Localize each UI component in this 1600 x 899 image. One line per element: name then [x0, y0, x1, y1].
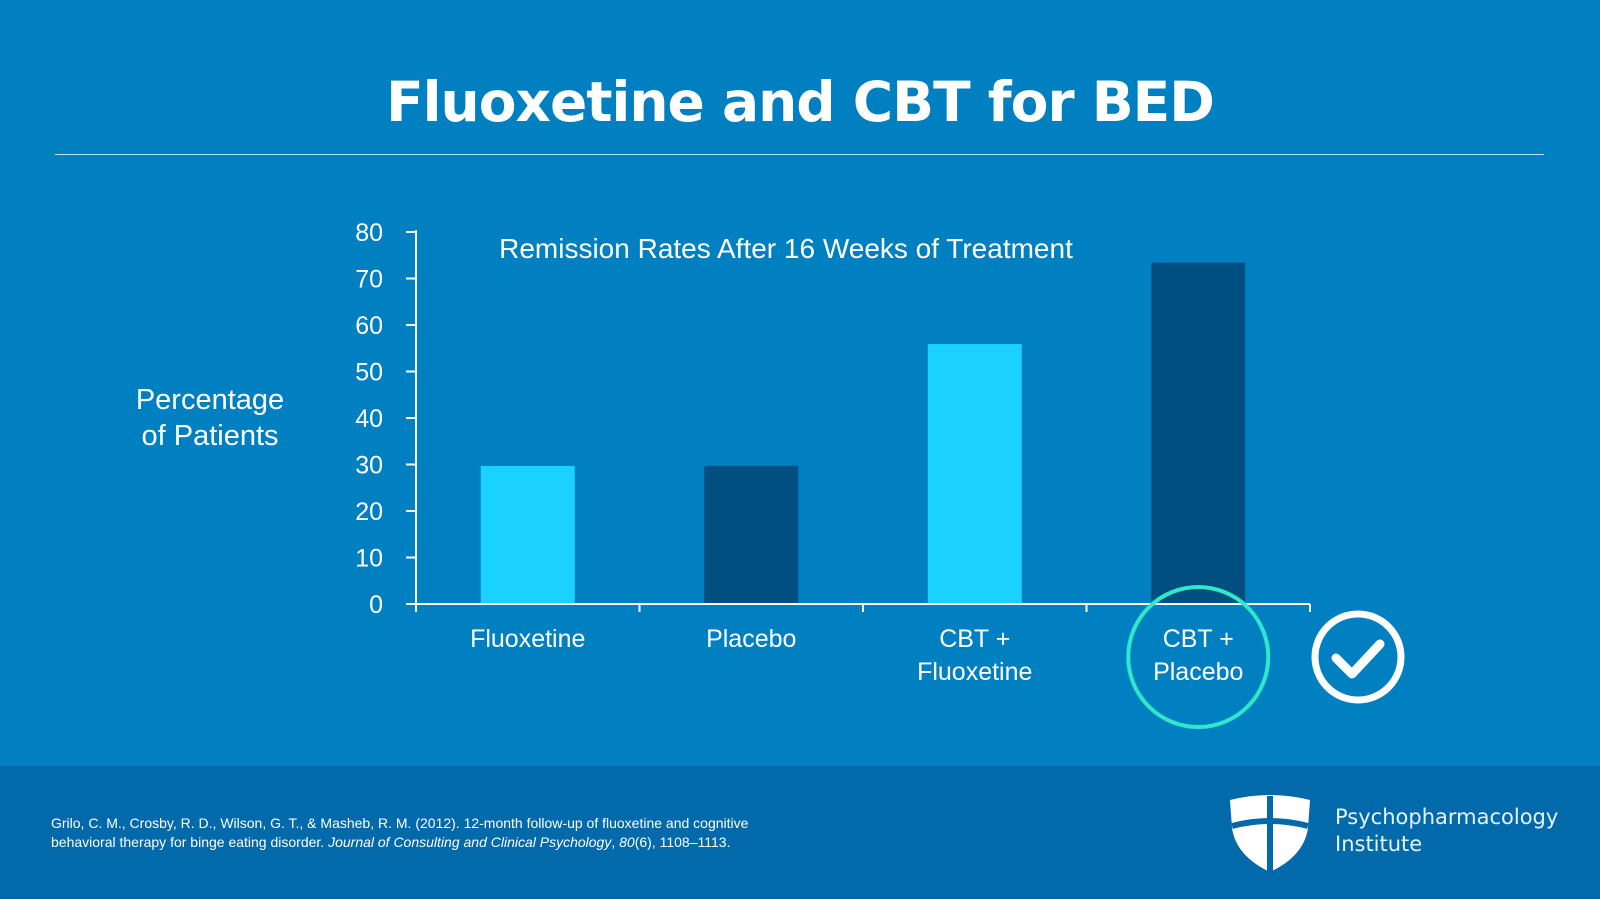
- citation-text: behavioral therapy for binge eating diso…: [51, 834, 329, 850]
- x-tick-label-1-0: Placebo: [706, 625, 796, 653]
- y-axis-label-line-2: of Patients: [141, 420, 279, 452]
- y-tick-label-7: 70: [355, 266, 383, 294]
- citation-line-2: behavioral therapy for binge eating diso…: [51, 833, 851, 852]
- y-tick-label-2: 20: [355, 498, 383, 526]
- citation-journal: Journal of Consulting and Clinical Psych…: [328, 834, 612, 850]
- organization-name-line-2: Institute: [1335, 832, 1423, 856]
- check-mark: [1331, 639, 1385, 679]
- slide-title: Fluoxetine and CBT for BED: [386, 70, 1215, 134]
- y-axis-label: Percentage of Patients: [110, 382, 310, 454]
- x-tick-label-0-0: Fluoxetine: [470, 625, 585, 653]
- x-tick-label-3-1: Placebo: [1153, 658, 1243, 686]
- footer: Grilo, C. M., Crosby, R. D., Wilson, G. …: [0, 766, 1600, 899]
- citation-issue-pages: (6), 1108–1113.: [634, 834, 731, 850]
- citation: Grilo, C. M., Crosby, R. D., Wilson, G. …: [51, 814, 851, 852]
- y-axis-label-line-1: Percentage: [135, 384, 285, 416]
- organization-name-line-1: Psychopharmacology: [1335, 805, 1559, 829]
- bar-0: [480, 465, 575, 604]
- citation-line-1: Grilo, C. M., Crosby, R. D., Wilson, G. …: [51, 815, 749, 831]
- bar-2: [927, 344, 1022, 604]
- citation-volume: 80: [619, 834, 635, 850]
- bar-3: [1151, 262, 1246, 604]
- y-tick-label-3: 30: [355, 452, 383, 480]
- x-tick-label-3-0: CBT +: [1163, 625, 1234, 653]
- x-tick-label-2-0: CBT +: [939, 625, 1010, 653]
- remission-bar-chart: Remission Rates After 16 Weeks of Treatm…: [355, 219, 1405, 729]
- x-tick-label-2-1: Fluoxetine: [917, 658, 1032, 686]
- shield-logo-icon: [1230, 795, 1310, 872]
- check-circle-ring: [1311, 610, 1405, 704]
- chart-title: Remission Rates After 16 Weeks of Treatm…: [499, 233, 1073, 264]
- y-tick-label-5: 50: [355, 359, 383, 387]
- y-tick-label-8: 80: [355, 219, 383, 247]
- check-circle-icon: [1311, 610, 1405, 704]
- citation-sep: ,: [611, 834, 620, 850]
- organization-name: Psychopharmacology Institute: [1335, 804, 1558, 858]
- bar-1: [704, 465, 799, 604]
- highlight-circle: [1126, 585, 1271, 729]
- y-tick-label-4: 40: [355, 405, 383, 433]
- y-tick-label-6: 60: [355, 312, 383, 340]
- y-tick-label-0: 0: [369, 591, 383, 619]
- y-tick-label-1: 10: [355, 545, 383, 573]
- title-divider: [55, 154, 1544, 155]
